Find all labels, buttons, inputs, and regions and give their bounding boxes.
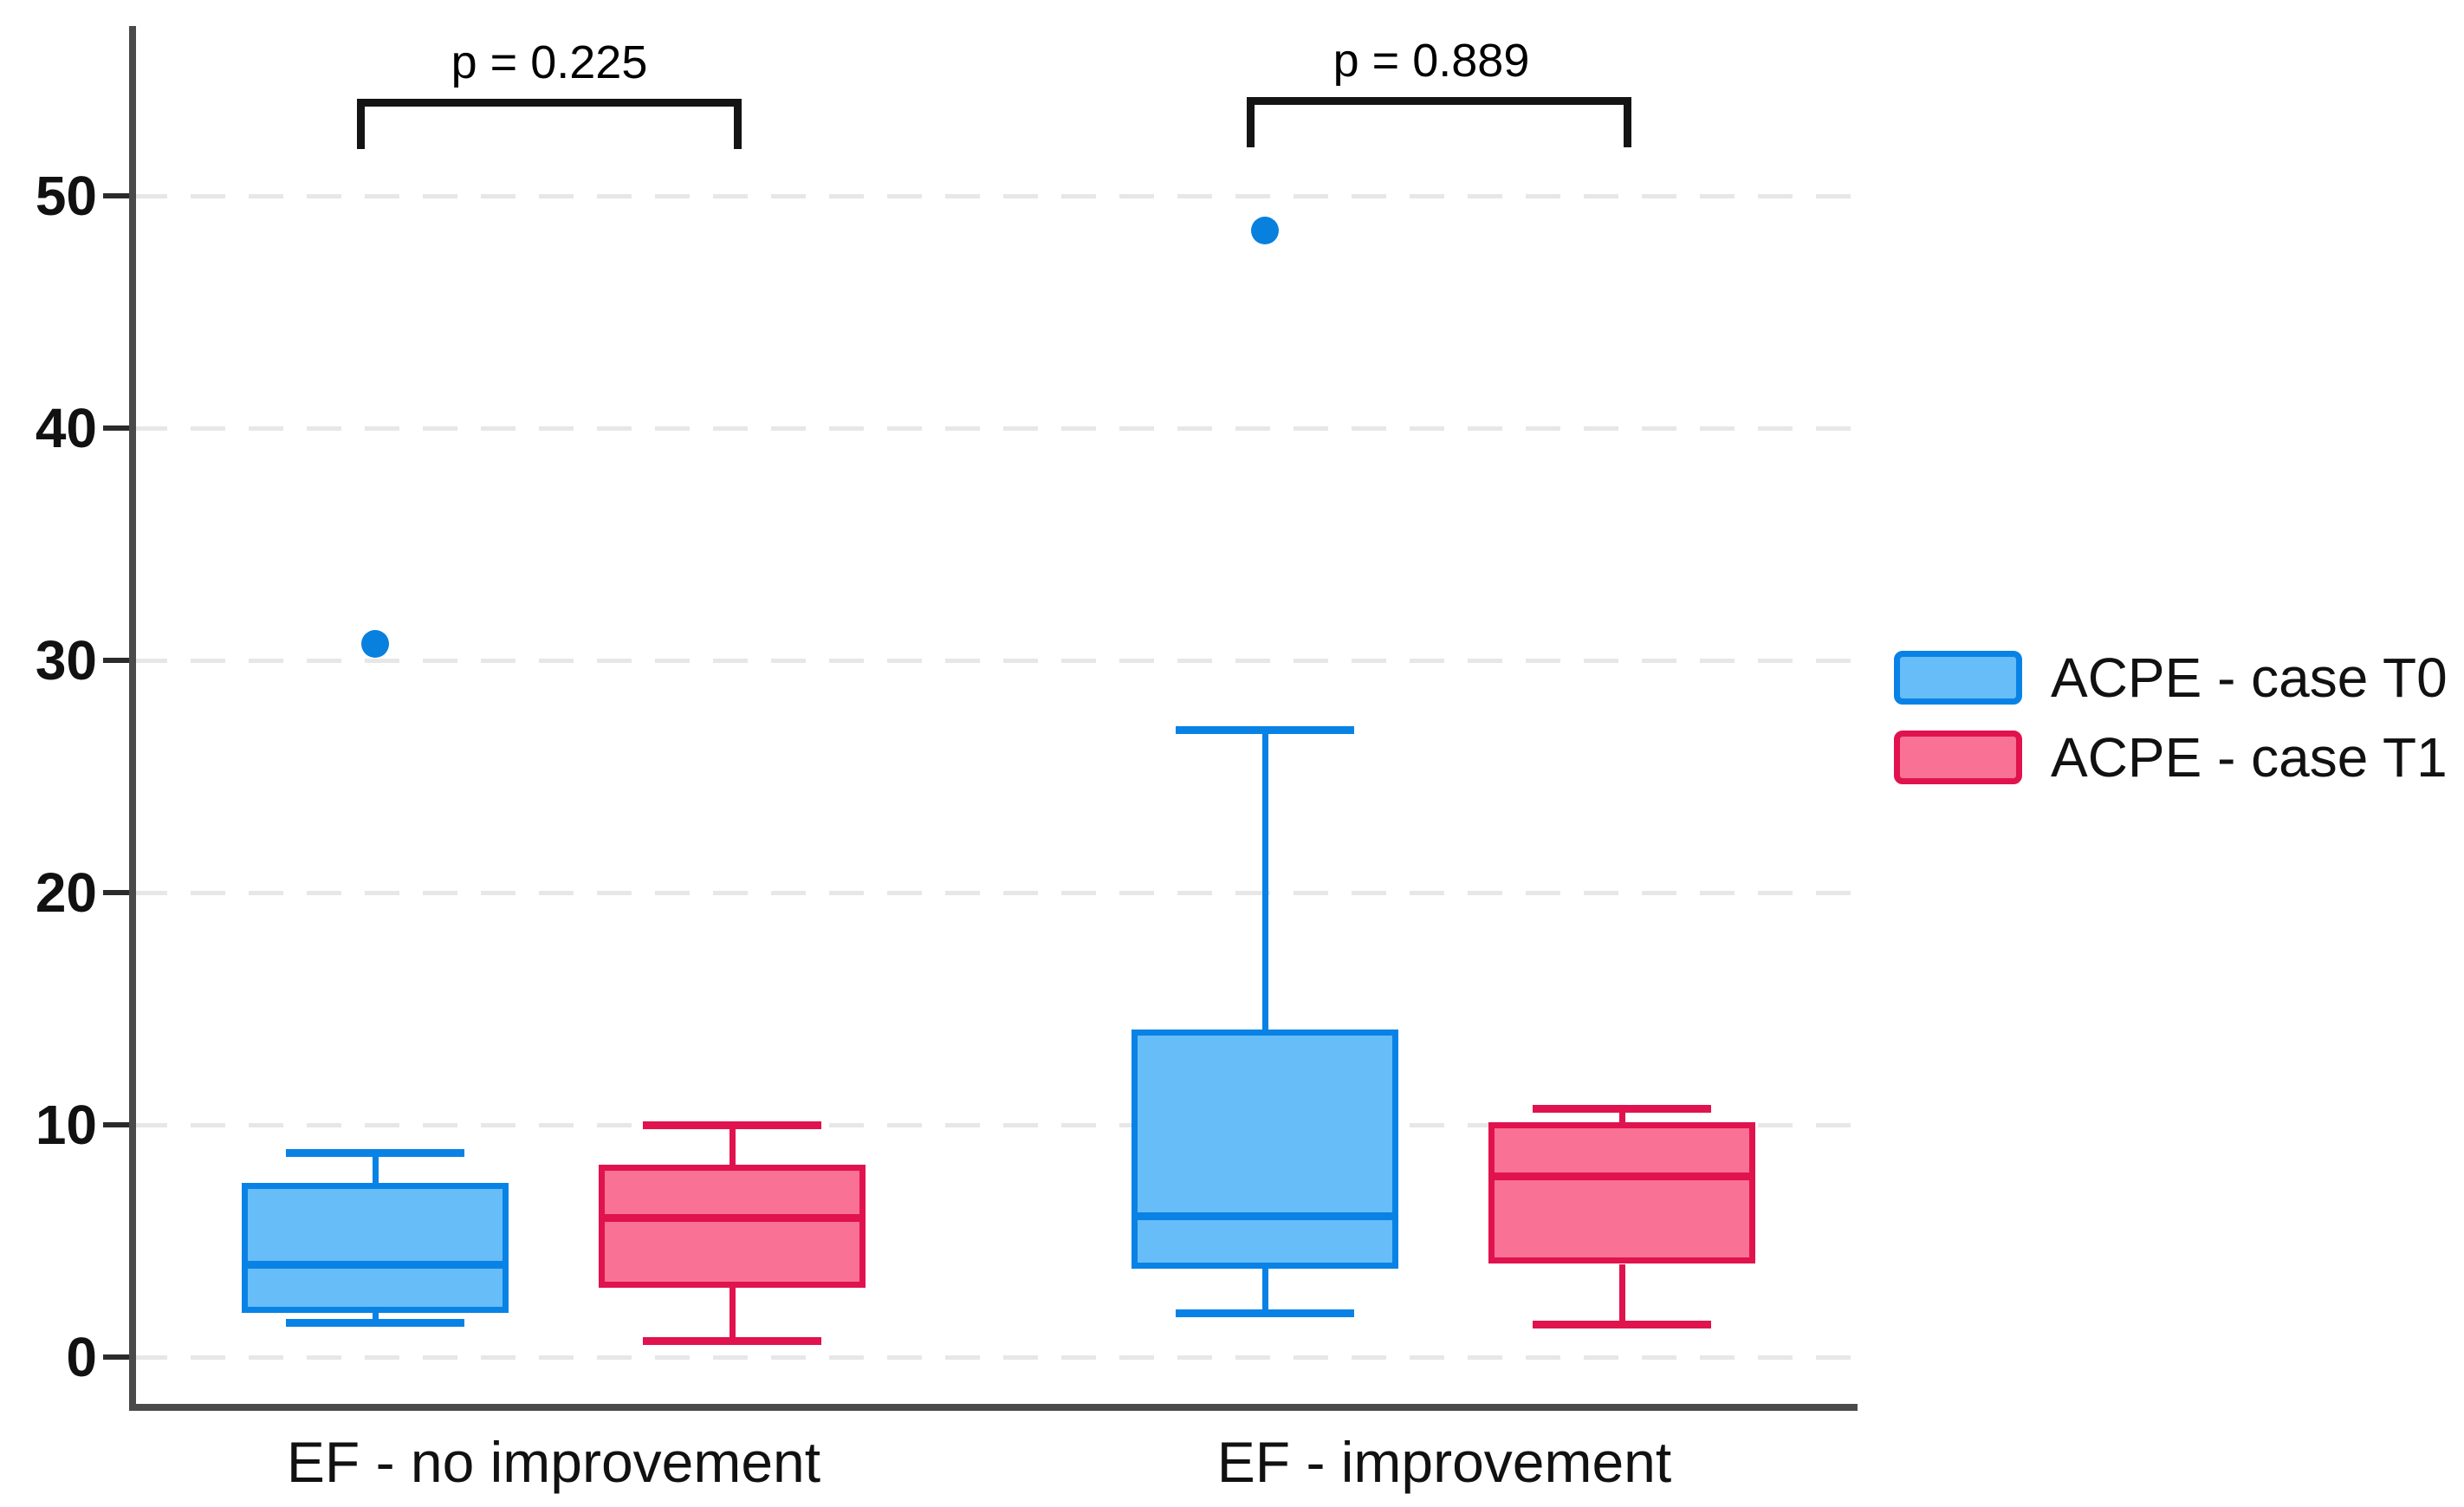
gridline [133, 891, 1854, 895]
whisker-stem-bottom-s1-g1 [1619, 1264, 1625, 1325]
median-line-s1-g1 [1488, 1172, 1755, 1180]
gridline [133, 1355, 1854, 1360]
y-tick-label: 40 [35, 397, 97, 459]
outlier-point-s0-g1-0 [1251, 217, 1279, 244]
legend-row-t1: ACPE - case T1 [1894, 730, 2448, 785]
y-tick [103, 193, 133, 198]
y-tick-label: 10 [35, 1094, 97, 1156]
box-rect-s1-g1 [1488, 1122, 1755, 1263]
whisker-stem-top-s1-g1 [1619, 1108, 1625, 1122]
y-axis-line [129, 26, 136, 1411]
p-value-label-group1: p = 0.225 [451, 36, 648, 88]
box-rect-s0-g1 [1131, 1030, 1398, 1269]
median-line-s0-g1 [1131, 1212, 1398, 1220]
gridline [133, 194, 1854, 198]
whisker-cap-low-s0-g0 [286, 1319, 464, 1327]
whisker-cap-high-s1-g0 [643, 1121, 821, 1129]
y-tick [103, 658, 133, 663]
bracket-bar-g1 [1247, 97, 1631, 105]
whisker-cap-low-s1-g1 [1533, 1321, 1711, 1328]
median-line-s1-g0 [599, 1214, 866, 1222]
y-tick [103, 1122, 133, 1127]
y-tick-label: 20 [35, 861, 97, 924]
box-rect-s0-g0 [242, 1183, 509, 1313]
bracket-end-right-g1 [1624, 97, 1631, 147]
whisker-stem-bottom-s1-g0 [729, 1288, 736, 1341]
whisker-stem-bottom-s0-g0 [373, 1313, 379, 1322]
legend-row-t0: ACPE - case T0 [1894, 650, 2448, 705]
y-tick-label: 50 [35, 165, 97, 227]
bracket-end-right-g0 [734, 99, 742, 149]
whisker-cap-high-s1-g1 [1533, 1105, 1711, 1113]
y-tick-label: 30 [35, 629, 97, 692]
legend-label-t0: ACPE - case T0 [2051, 646, 2448, 709]
whisker-cap-high-s0-g0 [286, 1149, 464, 1157]
whisker-stem-bottom-s0-g1 [1262, 1269, 1268, 1313]
box-rect-s1-g0 [599, 1165, 866, 1288]
legend-swatch-t0 [1894, 651, 2022, 705]
x-axis-line [129, 1404, 1858, 1411]
legend-swatch-t1 [1894, 731, 2022, 784]
gridline [133, 426, 1854, 431]
y-tick-label: 0 [66, 1326, 97, 1388]
bracket-end-left-g0 [357, 99, 365, 149]
median-line-s0-g0 [242, 1261, 509, 1269]
whisker-cap-low-s1-g0 [643, 1337, 821, 1345]
whisker-cap-high-s0-g1 [1176, 726, 1354, 734]
whisker-stem-top-s0-g0 [373, 1153, 379, 1183]
gridline [133, 1123, 1854, 1127]
y-tick [103, 890, 133, 895]
whisker-cap-low-s0-g1 [1176, 1309, 1354, 1317]
x-axis-label-group1: EF - no improvement [286, 1430, 821, 1494]
bracket-end-left-g1 [1247, 97, 1255, 147]
x-axis-label-group2: EF - improvement [1216, 1430, 1672, 1494]
whisker-stem-top-s1-g0 [729, 1125, 736, 1165]
gridline [133, 659, 1854, 663]
y-tick [103, 1354, 133, 1360]
outlier-point-s0-g0-0 [361, 630, 389, 658]
y-tick [103, 425, 133, 431]
bracket-bar-g0 [357, 99, 742, 107]
legend-label-t1: ACPE - case T1 [2051, 726, 2448, 789]
legend: ACPE - case T0 ACPE - case T1 [1894, 650, 2448, 809]
p-value-label-group2: p = 0.889 [1333, 35, 1530, 87]
whisker-stem-top-s0-g1 [1262, 730, 1268, 1030]
